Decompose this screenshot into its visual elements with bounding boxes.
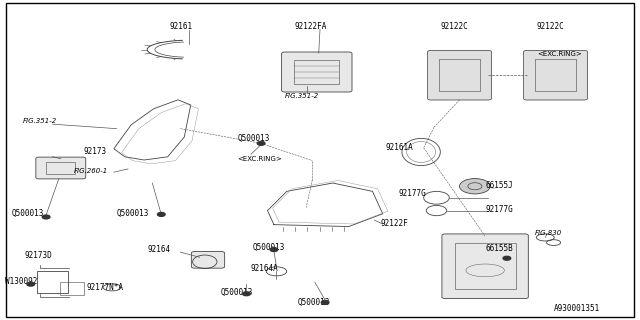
Text: 92177G: 92177G (398, 189, 426, 198)
FancyBboxPatch shape (428, 51, 492, 100)
Text: 92122C: 92122C (536, 22, 564, 31)
Text: 92164: 92164 (147, 245, 170, 254)
Bar (47, 163, 76, 174)
Text: Q500013: Q500013 (253, 243, 285, 252)
Circle shape (243, 292, 250, 296)
Text: 92177N*A: 92177N*A (86, 283, 124, 292)
Circle shape (157, 212, 165, 216)
Text: Q500013: Q500013 (298, 298, 330, 307)
Bar (294, 60, 339, 84)
Text: Q500013: Q500013 (116, 209, 149, 218)
Text: FIG.830: FIG.830 (534, 230, 562, 236)
Text: 92122C: 92122C (440, 22, 468, 31)
Text: 92173D: 92173D (24, 251, 52, 260)
Text: FIG.260-1: FIG.260-1 (74, 168, 108, 174)
Circle shape (321, 300, 329, 304)
Text: 92122FA: 92122FA (294, 22, 327, 31)
FancyBboxPatch shape (282, 52, 352, 92)
Text: 92164A: 92164A (251, 264, 278, 273)
Text: 92177G: 92177G (485, 205, 513, 214)
Circle shape (27, 282, 35, 286)
Bar (455, 243, 516, 289)
Text: <EXC.RING>: <EXC.RING> (237, 156, 282, 162)
Text: 92161: 92161 (170, 22, 193, 31)
Text: 92122F: 92122F (381, 219, 408, 228)
Bar (439, 59, 480, 91)
Text: A930001351: A930001351 (554, 304, 600, 313)
Text: Q500013: Q500013 (221, 288, 253, 297)
Circle shape (270, 248, 278, 252)
Text: Q500013: Q500013 (238, 134, 271, 143)
FancyBboxPatch shape (36, 157, 86, 179)
Bar (535, 59, 577, 91)
Text: W130092: W130092 (5, 277, 38, 286)
FancyBboxPatch shape (524, 51, 588, 100)
FancyBboxPatch shape (442, 234, 529, 299)
Circle shape (460, 179, 490, 194)
Text: 66155B: 66155B (485, 244, 513, 253)
Text: 92161A: 92161A (385, 143, 413, 152)
Circle shape (42, 215, 50, 219)
Text: Q500013: Q500013 (12, 209, 44, 218)
Circle shape (503, 256, 511, 260)
Text: <EXC.RING>: <EXC.RING> (538, 51, 582, 57)
Text: FIG.351-2: FIG.351-2 (285, 92, 319, 99)
Circle shape (257, 141, 265, 145)
Bar (37, 271, 68, 293)
FancyBboxPatch shape (191, 252, 225, 268)
Text: 66155J: 66155J (485, 181, 513, 190)
Bar (60, 282, 84, 295)
Text: FIG.351-2: FIG.351-2 (22, 118, 57, 124)
Text: 92173: 92173 (83, 147, 106, 156)
